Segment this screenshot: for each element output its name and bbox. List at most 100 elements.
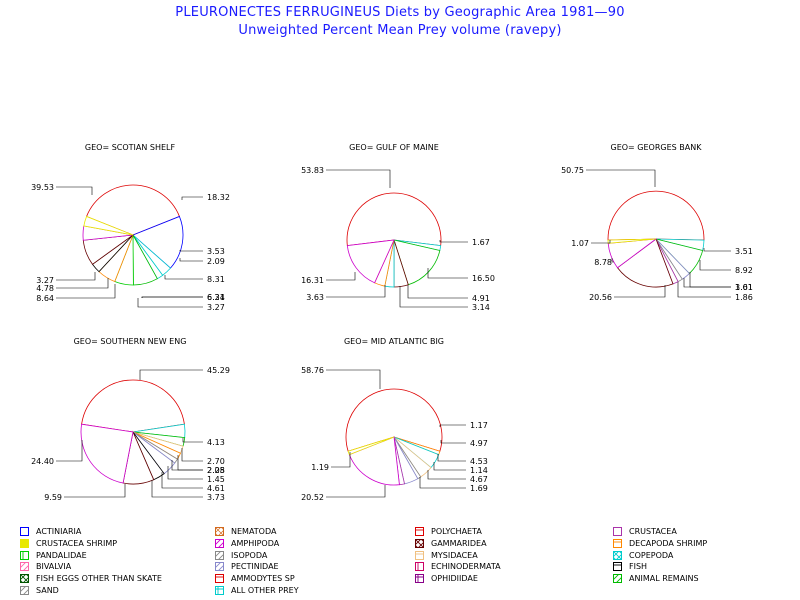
leader-line: [326, 169, 391, 188]
leader-line: [586, 169, 656, 187]
pie-slice-crustacea-shrimp: [347, 436, 395, 456]
slice-label: 1.17: [470, 421, 488, 430]
leader-line: [683, 278, 731, 288]
leader-line: [689, 272, 731, 288]
leader-line: [56, 272, 96, 281]
leader-line: [699, 260, 731, 271]
chart-title: PLEURONECTES FERRUGINEUS Diets by Geogra…: [175, 5, 625, 20]
slice-label: 1.67: [472, 238, 490, 247]
leader-line: [56, 186, 93, 195]
pie-slice-crustacea-shrimp: [83, 215, 134, 236]
slice-label: 20.56: [589, 293, 612, 302]
slice-label: 1.86: [735, 293, 753, 302]
slice-label: 3.14: [472, 303, 490, 312]
pie-southern-new-eng: GEO= SOUTHERN NEW ENG 45.29 4.13 2.702.282.…: [31, 337, 230, 502]
slice-label: 1.61: [735, 283, 753, 292]
leader-line: [139, 369, 203, 380]
leader-line: [399, 286, 468, 308]
leader-line: [179, 258, 203, 262]
slice-label: 3.27: [207, 303, 225, 312]
slice-label: 2.05: [207, 466, 225, 475]
pie-slice-polychaeta: [345, 388, 443, 452]
slice-label: 9.59: [44, 493, 62, 502]
slice-label: 4.67: [470, 475, 488, 484]
pie-georges-bank: GEO= GEORGES BANK50.753.518.923.011.611.…: [561, 143, 753, 302]
leader-line: [331, 452, 351, 468]
leader-line: [181, 448, 203, 462]
slice-label: 3.53: [207, 247, 225, 256]
slice-label: 4.13: [207, 438, 225, 447]
leader-line: [181, 196, 203, 200]
leader-line: [326, 285, 386, 298]
slice-label: 3.63: [306, 293, 324, 302]
pie-title: GEO= SCOTIAN SHELF: [85, 143, 176, 152]
slice-label: 20.52: [301, 493, 324, 502]
slice-label: 1.19: [311, 463, 329, 472]
slice-label: 4.78: [36, 284, 54, 293]
leader-line: [433, 462, 466, 471]
slice-label: 4.91: [472, 294, 490, 303]
leader-line: [407, 285, 468, 299]
slice-label: 4.97: [470, 439, 488, 448]
pie-slice-polychaeta: [86, 184, 180, 236]
pie-gulf-of-maine: GEO= GULF OF MAINE 53.83 1.67 16.50 4.913.14…: [301, 143, 495, 312]
pie-title: GEO= GEORGES BANK: [611, 143, 703, 152]
leader-line: [677, 282, 731, 298]
leader-line: [427, 268, 468, 279]
chart-subtitle: Unweighted Percent Mean Prey volume (rav…: [238, 23, 562, 38]
leader-line: [182, 438, 203, 443]
leader-line: [137, 298, 203, 308]
slice-label: 4.53: [470, 457, 488, 466]
leader-line: [703, 248, 731, 252]
leader-line: [439, 424, 466, 427]
slice-label: 2.28: [207, 466, 225, 475]
pie-slice-amphipoda: [348, 436, 400, 486]
leader-line: [427, 470, 466, 480]
pie-title: GEO= GULF OF MAINE: [349, 143, 439, 152]
leader-line: [161, 472, 203, 489]
slice-label: 3.27: [36, 276, 54, 285]
leader-line: [437, 454, 466, 462]
pie-mid-atlantic-big: GEO= MID ATLANTIC BIG58.761.174.974.531.…: [301, 337, 488, 502]
leader-line: [326, 272, 356, 281]
slice-label: 58.76: [301, 366, 324, 375]
slice-label: 6.34: [207, 293, 225, 302]
slice-label: 1.07: [571, 239, 589, 248]
pie-slice-actiniaria: [132, 215, 184, 269]
pie-title: GEO= SOUTHERN NEW ENG: [74, 337, 187, 346]
slice-label: 3.51: [735, 247, 753, 256]
leader-line: [56, 284, 116, 299]
slice-label: 4.61: [207, 484, 225, 493]
slice-label: 8.64: [36, 294, 54, 303]
slice-label: 6.21: [207, 293, 225, 302]
leader-line: [440, 440, 466, 444]
slice-label: 2.09: [207, 257, 225, 266]
slice-label: 1.14: [470, 466, 488, 475]
leader-line: [439, 240, 468, 243]
leader-line: [141, 296, 203, 298]
pie-slice-animal-remains: [393, 239, 441, 286]
slice-label: 39.53: [31, 183, 54, 192]
leader-line: [56, 278, 109, 289]
slice-label: 24.40: [31, 457, 54, 466]
leader-line: [179, 250, 203, 252]
pie-title: GEO= MID ATLANTIC BIG: [344, 337, 444, 346]
slice-label: 3.01: [735, 283, 753, 292]
leader-line: [151, 480, 203, 498]
slice-label: 16.31: [301, 276, 324, 285]
pie-slice-polychaeta: [346, 192, 442, 247]
slice-label: 16.50: [472, 274, 495, 283]
slice-label: 3.73: [207, 493, 225, 502]
slice-label: 18.32: [207, 193, 230, 202]
leader-line: [164, 275, 203, 280]
pie-scotian-shelf: GEO= SCOTIAN SHELF 39.53 18.32 3.532.09 8.31…: [31, 143, 230, 312]
pie-slice-polychaeta: [81, 379, 185, 433]
pie-slice-polychaeta: [607, 190, 705, 241]
pie-slice-gammaridea: [616, 238, 674, 288]
slice-label: 45.29: [207, 366, 230, 375]
slice-label: 8.92: [735, 266, 753, 275]
slice-label: 53.83: [301, 166, 324, 175]
pie-slice-amphipoda: [346, 239, 395, 284]
leader-line: [614, 285, 666, 298]
slice-label: 1.69: [470, 484, 488, 493]
